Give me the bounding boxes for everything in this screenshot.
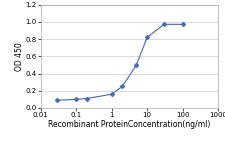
- X-axis label: Recombinant ProteinConcentration(ng/ml): Recombinant ProteinConcentration(ng/ml): [48, 120, 211, 129]
- Y-axis label: OD 450: OD 450: [15, 42, 24, 71]
